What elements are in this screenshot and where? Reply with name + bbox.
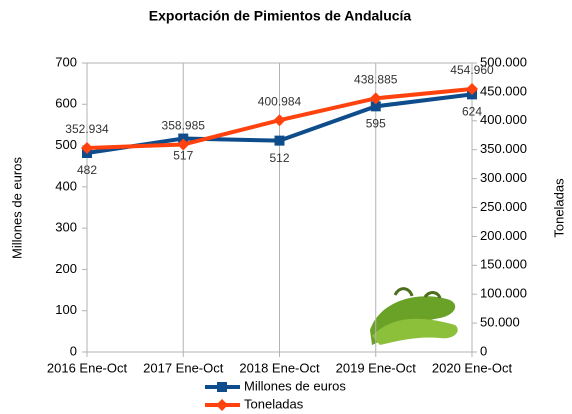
x-tick-label: 2016 Ene-Oct: [47, 360, 128, 375]
x-tick-label: 2020 Ene-Oct: [432, 360, 513, 375]
y2-tick-label: 0: [480, 343, 487, 358]
value-label: 595: [366, 117, 386, 131]
legend-label: Millones de euros: [244, 378, 346, 393]
point: [217, 382, 227, 392]
x-tick-label: 2018 Ene-Oct: [239, 360, 320, 375]
y2-tick-label: 250.000: [480, 199, 527, 214]
y-tick-label: 100: [55, 302, 77, 317]
value-label: 400.984: [258, 94, 302, 108]
value-label: 438.885: [354, 72, 398, 86]
y-tick-label: 400: [55, 178, 77, 193]
legend-label: Toneladas: [244, 396, 304, 411]
y2-tick-label: 200.000: [480, 228, 527, 243]
value-label: 482: [77, 163, 97, 177]
y2-tick-label: 450.000: [480, 83, 527, 98]
chart-title: Exportación de Pimientos de Andalucía: [149, 8, 412, 24]
y2-tick-label: 300.000: [480, 170, 527, 185]
value-label: 517: [173, 149, 193, 163]
pepper-image: [370, 289, 458, 345]
value-label: 358.985: [162, 119, 206, 133]
y2-tick-label: 400.000: [480, 112, 527, 127]
x-tick-label: 2019 Ene-Oct: [336, 360, 417, 375]
y-tick-label: 200: [55, 261, 77, 276]
point: [274, 114, 286, 126]
x-tick-label: 2017 Ene-Oct: [143, 360, 224, 375]
value-label: 352.934: [65, 122, 109, 136]
y2-axis-label: Toneladas: [551, 178, 566, 238]
y2-tick-label: 50.000: [480, 315, 520, 330]
y2-tick-label: 150.000: [480, 257, 527, 272]
y-axis-label: Millones de euros: [9, 157, 24, 259]
y2-tick-label: 350.000: [480, 141, 527, 156]
point: [275, 136, 285, 146]
y-tick-label: 300: [55, 220, 77, 235]
value-label: 512: [269, 151, 289, 165]
y-tick-label: 600: [55, 96, 77, 111]
y-tick-label: 500: [55, 137, 77, 152]
chart: Exportación de Pimientos de Andalucía Mi…: [0, 0, 572, 414]
value-label: 624: [462, 105, 482, 119]
point: [216, 399, 228, 411]
y-tick-label: 0: [70, 343, 77, 358]
y-tick-label: 700: [55, 54, 77, 69]
y2-tick-label: 100.000: [480, 286, 527, 301]
value-label: 454.960: [450, 63, 494, 77]
